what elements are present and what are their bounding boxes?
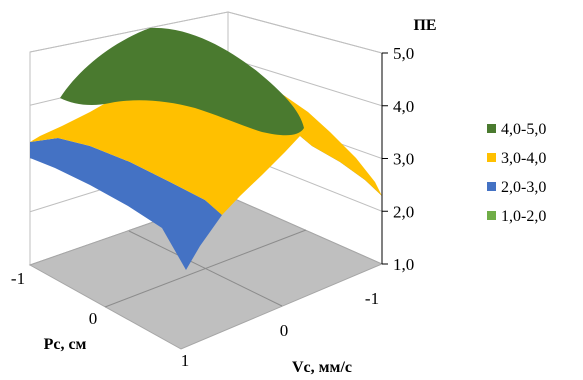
legend-label: 3,0-4,0 — [501, 150, 546, 167]
y-tick-label: -1 — [365, 289, 379, 308]
surface — [30, 27, 382, 270]
z-gridline — [29, 11, 383, 54]
legend-label: 1,0-2,0 — [501, 208, 546, 225]
z-tick-label: 3,0 — [393, 150, 414, 169]
z-axis-title: ПЕ — [413, 17, 436, 34]
x-tick-label: 1 — [181, 351, 190, 370]
z-tick-label: 4,0 — [393, 97, 414, 116]
surface-band-2-3 — [30, 136, 382, 270]
z-tick-label: 1,0 — [393, 255, 414, 274]
legend-label: 4,0-5,0 — [501, 121, 546, 138]
legend-swatch — [487, 211, 496, 220]
legend-swatch — [487, 153, 496, 162]
x-tick-label: 0 — [89, 309, 98, 328]
x-tick-label: -1 — [11, 269, 25, 288]
legend-label: 2,0-3,0 — [501, 179, 546, 196]
floor-grid-line — [128, 230, 283, 307]
y-axis-title: Vc, мм/с — [292, 359, 352, 376]
z-axis-ticks: 1,0 2,0 3,0 4,0 5,0 — [382, 44, 414, 274]
legend: 4,0-5,0 3,0-4,0 2,0-3,0 1,0-2,0 — [487, 121, 546, 225]
legend-swatch — [487, 182, 496, 191]
legend-swatch — [487, 124, 496, 133]
y-tick-label: 0 — [280, 321, 289, 340]
z-tick-label: 2,0 — [393, 202, 414, 221]
x-axis-title: Рс, см — [44, 336, 87, 353]
z-tick-label: 5,0 — [393, 44, 414, 63]
surface-band-4-5 — [60, 27, 304, 136]
surface-band-3-4 — [30, 70, 382, 215]
